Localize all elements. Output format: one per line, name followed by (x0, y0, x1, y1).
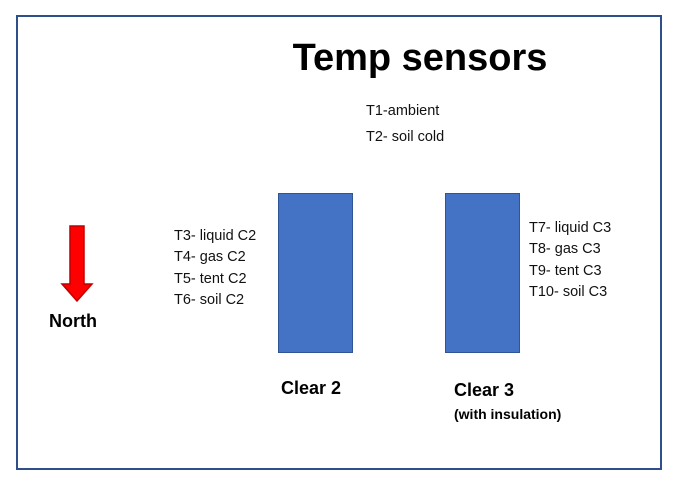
sensor-t5-label: T5- tent C2 (174, 270, 247, 287)
sensor-t10-label: T10- soil C3 (529, 283, 608, 300)
clear2-tent-bar (278, 193, 353, 353)
north-label: North (49, 311, 97, 331)
sensor-t8-label: T8- gas C3 (529, 241, 601, 258)
sensor-t9-label: T9- tent C3 (529, 262, 602, 279)
clear2-sensor-list: T3- liquid C2 T4- gas C2 T5- tent C2 T6-… (174, 226, 256, 311)
diagram-frame (16, 15, 662, 470)
clear3-insulation-note: (with insulation) (454, 406, 562, 422)
sensor-t1-label: T1-ambient (366, 103, 440, 119)
sensor-t6-label: T6- soil C2 (174, 291, 245, 308)
clear3-tent-bar (445, 193, 520, 353)
down-arrow-icon (60, 225, 94, 303)
clear2-label: Clear 2 (281, 378, 342, 398)
sensor-t2-label: T2- soil cold (366, 129, 445, 145)
clear3-sensor-list: T7- liquid C3 T8- gas C3 T9- tent C3 T10… (529, 218, 611, 303)
diagram-title: Temp sensors (292, 37, 548, 79)
clear3-label: Clear 3 (454, 380, 515, 400)
sensor-t7-label: T7- liquid C3 (529, 220, 612, 236)
sensor-t3-label: T3- liquid C2 (174, 228, 257, 244)
sensor-t4-label: T4- gas C2 (174, 249, 246, 266)
